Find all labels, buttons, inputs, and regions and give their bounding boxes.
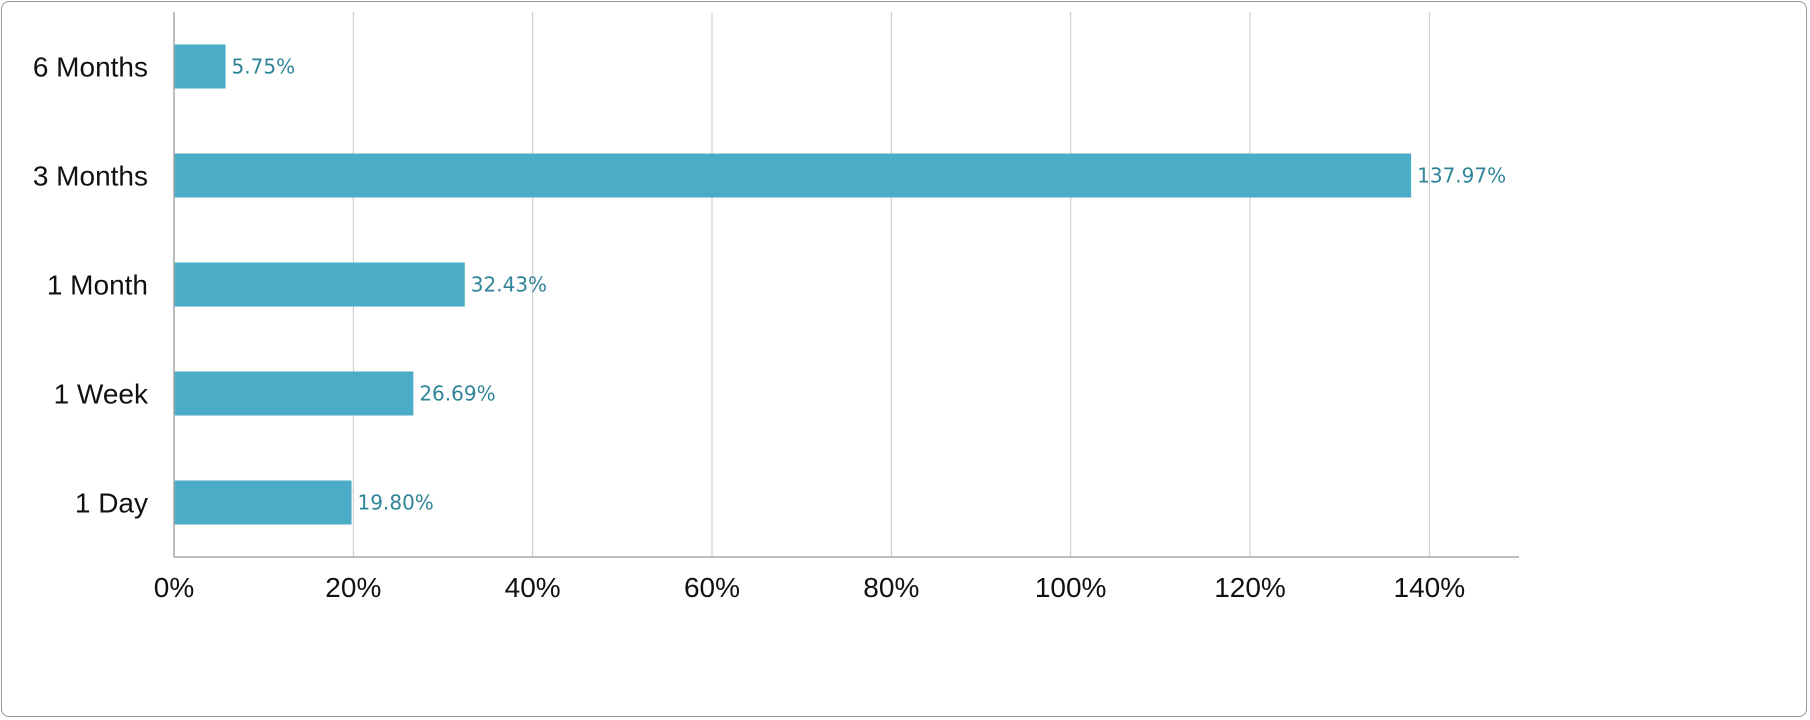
category-label: 1 Month (47, 270, 148, 301)
x-tick-label: 0% (154, 572, 194, 603)
category-label: 3 Months (33, 161, 148, 192)
bar (174, 44, 226, 89)
grid-lines (352, 12, 1430, 557)
x-tick-label: 80% (863, 572, 919, 603)
x-tick-label: 100% (1035, 572, 1107, 603)
bars (174, 44, 1412, 525)
data-label: 5.75% (232, 55, 296, 79)
data-labels: 19.80% 26.69% 32.43% 137.97% 5.75% (232, 55, 1507, 515)
category-labels: 1 Day 1 Week 1 Month 3 Months 6 Months (33, 52, 149, 519)
x-tick-label: 20% (325, 572, 381, 603)
bar (174, 262, 465, 307)
x-tick-label: 60% (684, 572, 740, 603)
data-label: 26.69% (419, 382, 495, 406)
bar (174, 371, 414, 416)
bar (174, 153, 1412, 198)
x-tick-labels: 0% 20% 40% 60% 80% 100% 120% 140% (154, 572, 1465, 603)
x-tick-label: 120% (1214, 572, 1286, 603)
axes (173, 12, 1519, 558)
data-label: 19.80% (358, 491, 434, 515)
category-label: 6 Months (33, 52, 148, 83)
category-label: 1 Day (75, 488, 148, 519)
x-tick-label: 40% (505, 572, 561, 603)
category-label: 1 Week (54, 379, 149, 410)
x-tick-label: 140% (1394, 572, 1466, 603)
data-label: 32.43% (471, 273, 547, 297)
bar (174, 480, 352, 525)
data-label: 137.97% (1417, 164, 1506, 188)
